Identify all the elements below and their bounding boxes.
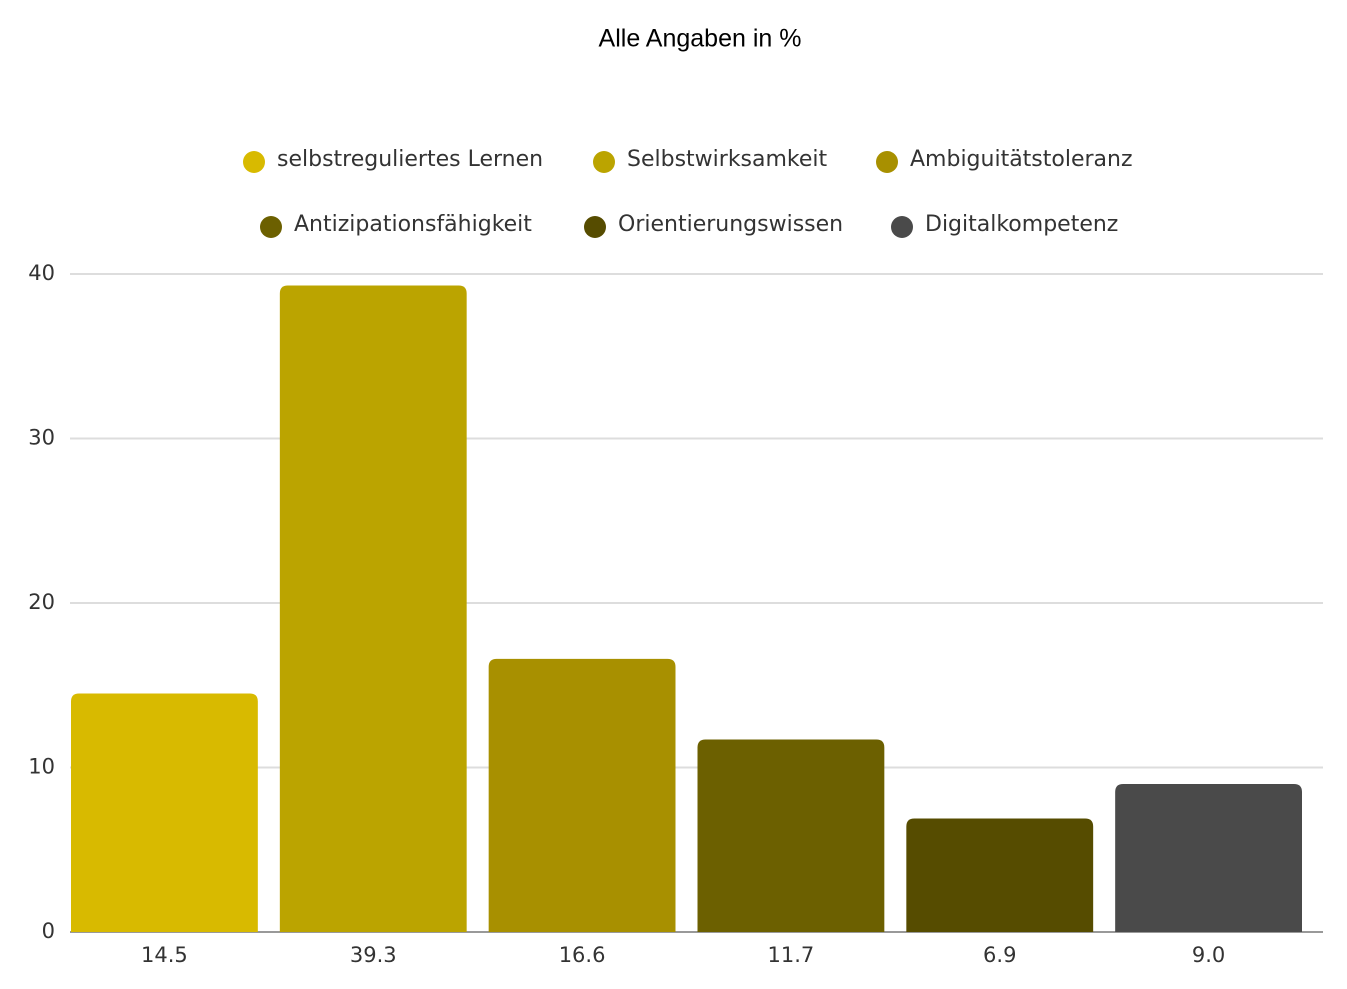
value-label: 14.5 <box>141 943 188 967</box>
value-label: 16.6 <box>559 943 606 967</box>
legend-label: Orientierungswissen <box>618 212 843 237</box>
bar <box>697 739 885 932</box>
legend-marker <box>584 216 606 238</box>
legend-label: selbstreguliertes Lernen <box>277 147 543 172</box>
value-label: 9.0 <box>1192 943 1225 967</box>
legend-marker <box>876 151 898 173</box>
bar <box>279 285 467 932</box>
bar <box>488 658 676 932</box>
y-tick-label: 30 <box>28 426 55 450</box>
value-label: 6.9 <box>983 943 1016 967</box>
legend-label: Ambiguitätstoleranz <box>910 147 1133 172</box>
legend-label: Antizipationsfähigkeit <box>294 212 532 237</box>
legend-marker <box>891 216 913 238</box>
legend-marker <box>243 151 265 173</box>
bar <box>906 818 1094 932</box>
legend-label: Selbstwirksamkeit <box>627 147 828 172</box>
y-tick-label: 20 <box>28 590 55 614</box>
legend-label: Digitalkompetenz <box>925 212 1118 237</box>
value-label: 39.3 <box>350 943 397 967</box>
chart-title: Alle Angaben in % <box>599 25 802 53</box>
value-label: 11.7 <box>768 943 815 967</box>
legend-marker <box>260 216 282 238</box>
y-tick-label: 40 <box>28 261 55 285</box>
y-tick-label: 10 <box>28 755 55 779</box>
legend-marker <box>593 151 615 173</box>
bar <box>1115 783 1302 932</box>
bar <box>71 693 258 932</box>
y-tick-label: 0 <box>42 919 55 943</box>
